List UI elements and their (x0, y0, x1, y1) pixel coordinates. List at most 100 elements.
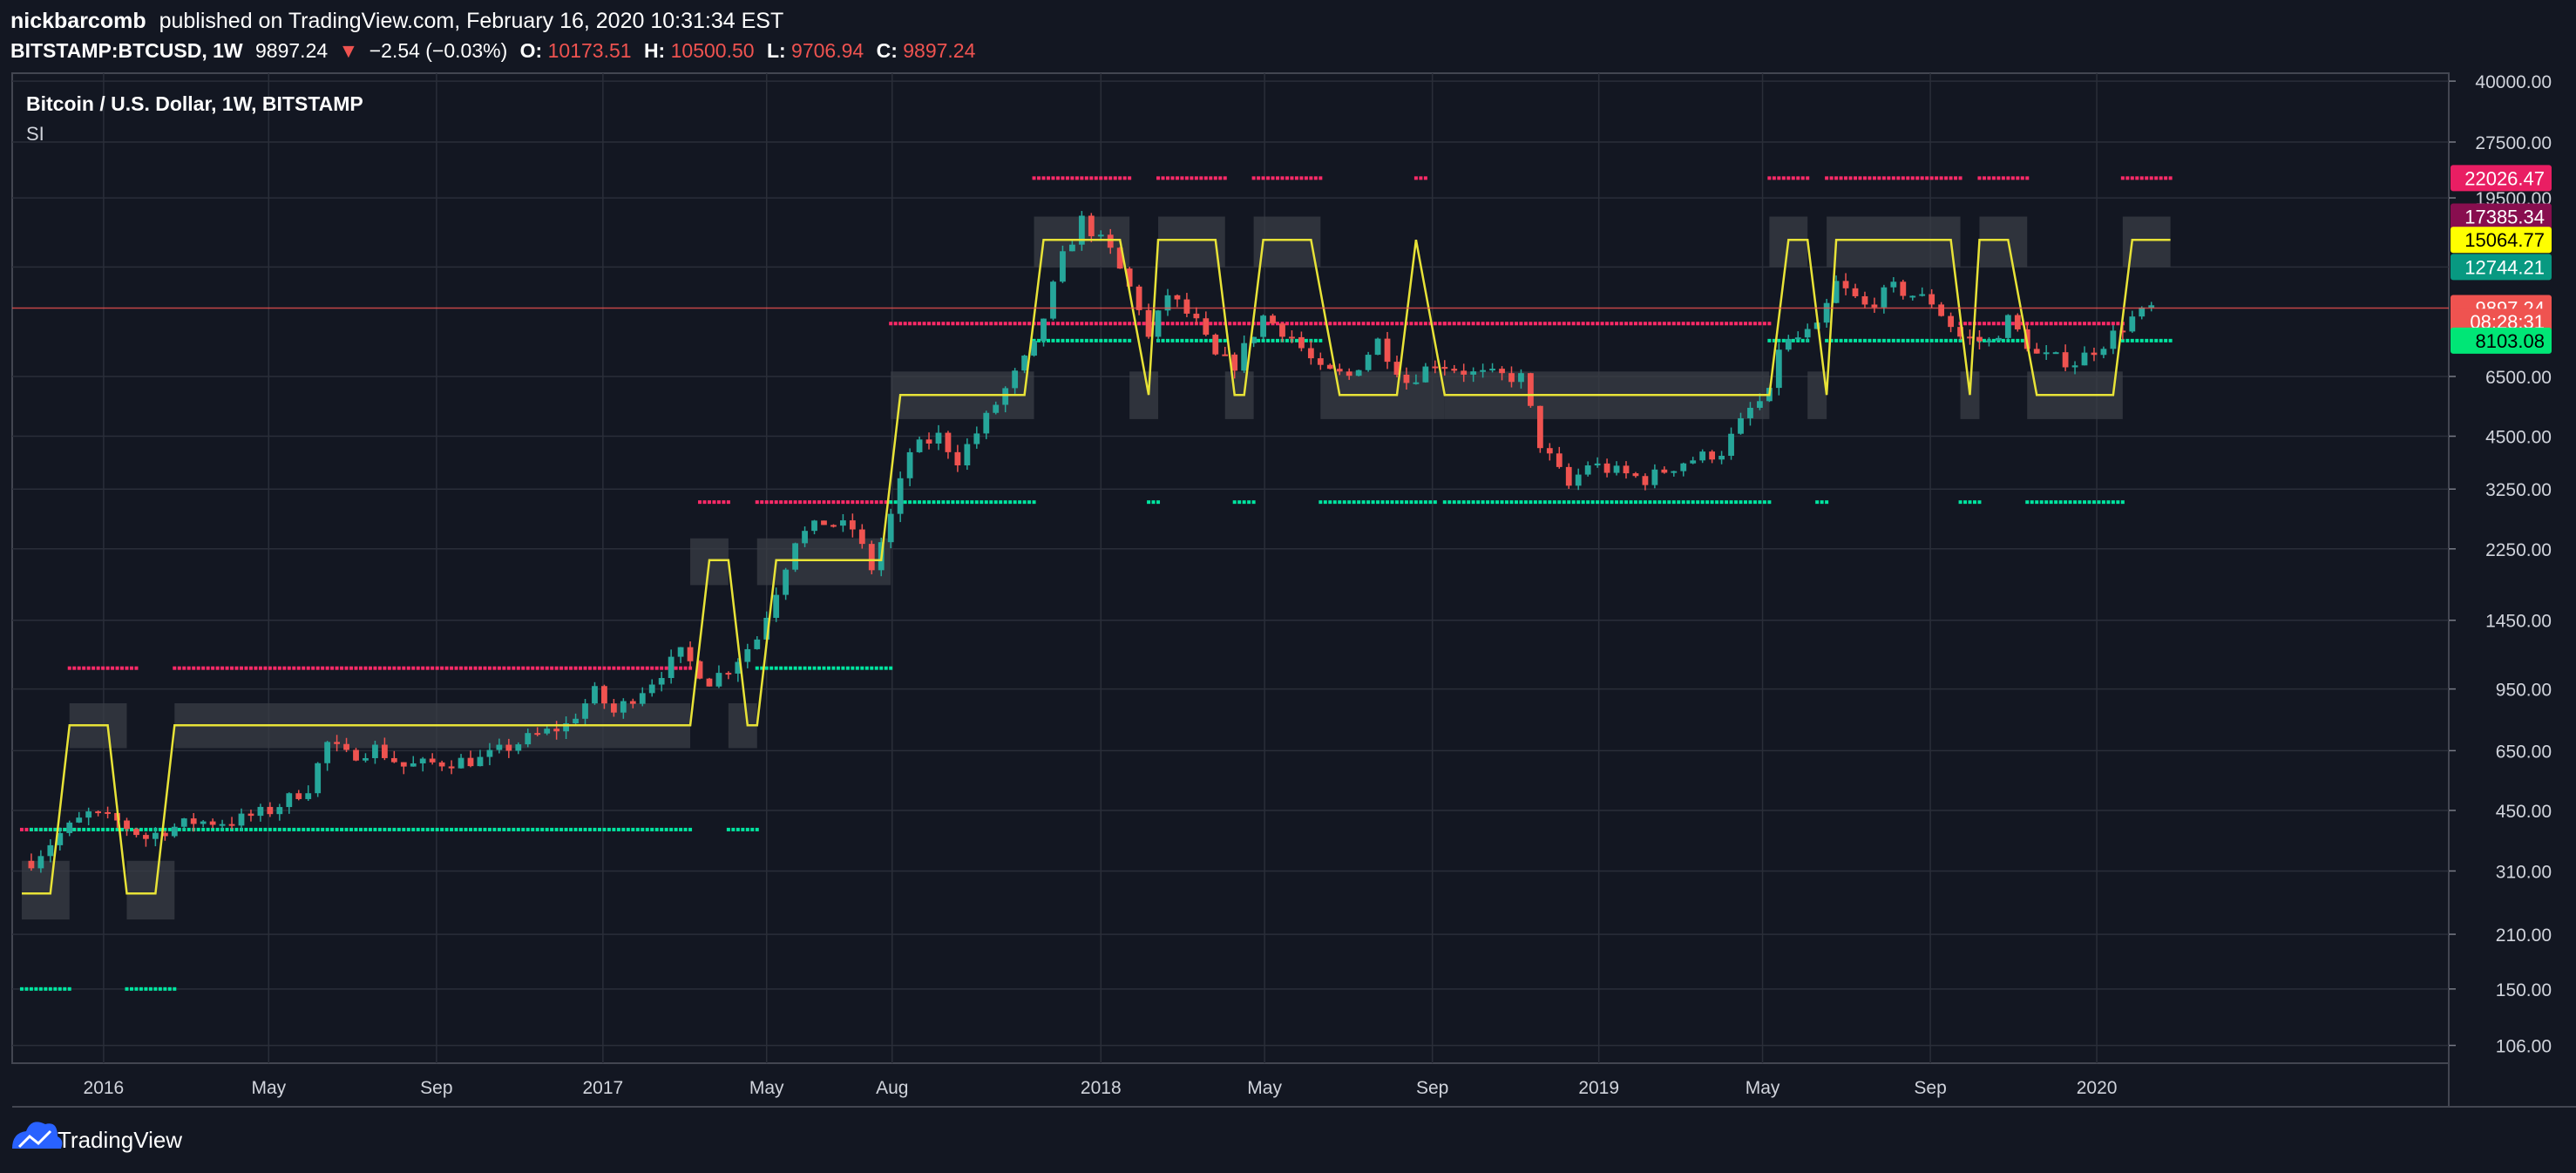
candle-body[interactable] (458, 757, 464, 769)
candle-body[interactable] (1508, 373, 1515, 383)
candle-body[interactable] (1842, 281, 1849, 288)
candle-body[interactable] (811, 520, 817, 532)
candle-body[interactable] (925, 439, 932, 444)
candle-body[interactable] (190, 818, 197, 824)
candle-body[interactable] (1078, 215, 1085, 245)
candle-body[interactable] (95, 811, 102, 814)
candle-body[interactable] (1489, 369, 1495, 371)
candle-body[interactable] (868, 544, 875, 571)
candle-body[interactable] (1603, 463, 1610, 473)
candle-body[interactable] (2071, 365, 2078, 368)
candle-body[interactable] (1279, 323, 1285, 337)
candle-body[interactable] (57, 832, 64, 845)
candle-body[interactable] (410, 763, 417, 767)
candle-body[interactable] (1661, 469, 1668, 473)
candle-body[interactable] (1757, 401, 1763, 408)
candle-body[interactable] (28, 860, 35, 869)
candle-body[interactable] (696, 661, 703, 679)
candle-body[interactable] (1069, 244, 1075, 252)
candle-body[interactable] (363, 757, 369, 761)
candle-body[interactable] (525, 733, 532, 745)
candle-body[interactable] (754, 639, 761, 649)
candle-body[interactable] (1709, 451, 1716, 460)
candle-body[interactable] (390, 757, 397, 763)
candle-body[interactable] (257, 806, 264, 817)
candle-body[interactable] (1728, 433, 1734, 457)
candle-body[interactable] (1594, 463, 1601, 466)
candle-body[interactable] (1890, 281, 1897, 288)
candle-body[interactable] (2100, 349, 2107, 356)
candle-body[interactable] (1480, 370, 1487, 372)
candle-body[interactable] (802, 531, 808, 544)
candle-body[interactable] (553, 729, 560, 732)
candle-body[interactable] (467, 757, 474, 767)
candle-body[interactable] (1107, 234, 1114, 248)
candle-body[interactable] (1183, 299, 1190, 314)
candle-body[interactable] (610, 703, 617, 713)
candle-body[interactable] (1718, 456, 1725, 460)
candle-body[interactable] (916, 439, 923, 452)
candle-body[interactable] (792, 543, 798, 570)
candle-body[interactable] (2148, 305, 2155, 308)
candle-body[interactable] (305, 793, 312, 799)
candle-body[interactable] (276, 807, 283, 815)
candle-body[interactable] (1995, 337, 2002, 341)
candle-body[interactable] (47, 844, 54, 857)
candle-body[interactable] (171, 826, 178, 837)
candle-body[interactable] (1116, 247, 1123, 269)
candle-body[interactable] (429, 758, 436, 763)
candle-body[interactable] (1270, 315, 1276, 324)
candle-body[interactable] (677, 647, 684, 657)
candle-body[interactable] (1241, 342, 1248, 371)
candle-body[interactable] (1393, 362, 1400, 375)
candle-body[interactable] (486, 749, 493, 757)
candle-body[interactable] (735, 661, 742, 674)
candle-body[interactable] (1317, 358, 1324, 365)
candle-body[interactable] (1651, 469, 1658, 485)
candle-body[interactable] (200, 821, 207, 824)
candle-body[interactable] (582, 703, 588, 719)
candle-body[interactable] (715, 673, 722, 687)
candle-body[interactable] (1413, 382, 1420, 384)
candle-body[interactable] (161, 832, 168, 837)
candle-body[interactable] (1680, 463, 1687, 471)
candle-body[interactable] (897, 478, 904, 514)
candle-body[interactable] (1002, 388, 1009, 405)
candle-body[interactable] (1948, 315, 1954, 328)
candle-body[interactable] (267, 806, 274, 815)
candle-body[interactable] (821, 520, 827, 525)
candle-body[interactable] (1384, 338, 1391, 363)
candle-body[interactable] (839, 520, 846, 526)
candle-body[interactable] (1012, 370, 1019, 389)
candle-body[interactable] (219, 824, 226, 826)
candle-body[interactable] (830, 525, 837, 527)
candle-body[interactable] (1203, 318, 1210, 336)
candle-body[interactable] (124, 820, 130, 830)
candle-body[interactable] (1097, 234, 1104, 237)
candle-body[interactable] (1518, 373, 1524, 383)
candle-body[interactable] (1336, 369, 1343, 372)
chart-legend-title[interactable]: Bitcoin / U.S. Dollar, 1W, BITSTAMP (26, 92, 363, 115)
candle-body[interactable] (1804, 329, 1811, 338)
candle-body[interactable] (152, 832, 159, 839)
candle-body[interactable] (1632, 473, 1639, 477)
candle-body[interactable] (1794, 337, 1801, 340)
candle-body[interactable] (601, 686, 607, 704)
candle-body[interactable] (620, 701, 627, 713)
candle-body[interactable] (1346, 371, 1352, 376)
tradingview-logo[interactable]: TradingView (12, 1122, 182, 1153)
candle-body[interactable] (1690, 460, 1697, 464)
candle-body[interactable] (238, 813, 245, 826)
candle-body[interactable] (973, 433, 980, 444)
candle-body[interactable] (353, 749, 359, 761)
candle-body[interactable] (1957, 327, 1963, 337)
candle-body[interactable] (1374, 338, 1381, 356)
candle-body[interactable] (1986, 340, 1992, 342)
candle-body[interactable] (1881, 287, 1888, 308)
candle-body[interactable] (515, 744, 522, 751)
candle-body[interactable] (658, 678, 665, 685)
candle-body[interactable] (935, 432, 942, 444)
candle-body[interactable] (783, 569, 790, 595)
candle-body[interactable] (983, 412, 990, 434)
candle-body[interactable] (505, 744, 512, 751)
